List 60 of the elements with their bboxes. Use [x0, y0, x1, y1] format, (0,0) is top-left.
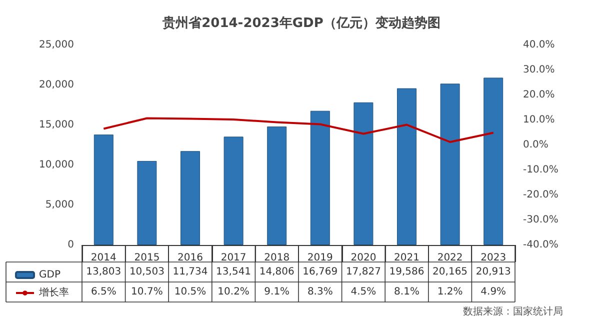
bar [484, 78, 504, 245]
y-tick-label: 15,000 [39, 120, 74, 130]
data-label: 9.1% [264, 286, 290, 298]
y-tick-label: 0 [68, 240, 74, 250]
legend-label: 增长率 [38, 286, 69, 298]
data-label: 17,827 [346, 266, 381, 278]
data-label: 14,806 [259, 266, 294, 278]
y2-tick-label: 0.0% [523, 140, 548, 150]
y2-tick-label: 10.0% [523, 114, 555, 126]
data-label: 10.7% [131, 286, 163, 298]
y2-tick-label: -10.0% [523, 164, 558, 176]
y2-tick-label: -40.0% [523, 240, 558, 250]
bar [94, 134, 114, 245]
bar [310, 110, 330, 245]
y2-tick-label: 20.0% [523, 90, 555, 100]
data-label: 10.5% [174, 286, 206, 298]
bar [397, 88, 416, 245]
data-label: 13,803 [86, 266, 122, 278]
x-tick-label: 2019 [307, 252, 333, 264]
data-label: 4.9% [480, 286, 506, 298]
y2-tick-label: -20.0% [523, 190, 558, 200]
bar [440, 84, 460, 245]
bar [267, 126, 287, 245]
x-tick-label: 2017 [220, 252, 246, 264]
data-label: 13,541 [216, 266, 252, 278]
x-tick-label: 2016 [178, 252, 203, 264]
data-label: 8.1% [394, 286, 420, 298]
data-label: 6.5% [90, 286, 116, 298]
y-tick-label: 10,000 [39, 160, 74, 170]
x-tick-label: 2014 [90, 252, 116, 264]
x-tick-label: 2021 [394, 252, 420, 264]
y2-tick-label: -30.0% [523, 214, 558, 226]
data-label: 10.2% [218, 286, 250, 298]
data-label: 8.3% [307, 286, 333, 298]
data-label: 10,503 [129, 266, 164, 278]
bar [354, 102, 374, 245]
source-note: 数据来源：国家统计局 [463, 306, 563, 318]
line-series [102, 117, 494, 143]
x-tick-label: 2020 [350, 252, 376, 264]
x-tick-label: 2018 [264, 252, 290, 264]
data-label: 1.2% [437, 286, 463, 298]
bar [180, 151, 200, 245]
bar [137, 160, 157, 245]
data-label: 11,734 [172, 266, 208, 278]
data-label: 19,586 [389, 266, 424, 278]
data-label: 4.5% [350, 286, 376, 298]
y-tick-label: 5,000 [45, 200, 74, 210]
y-tick-label: 25,000 [39, 40, 74, 50]
data-label: 20,165 [432, 266, 468, 278]
y2-tick-label: 40.0% [523, 40, 555, 50]
x-tick-label: 2015 [134, 252, 160, 264]
y-tick-label: 20,000 [39, 80, 74, 90]
data-label: 16,769 [302, 266, 338, 278]
legend-label: GDP [39, 270, 60, 280]
chart-title: 贵州省2014-2023年GDP（亿元）变动趋势图 [162, 15, 440, 31]
data-label: 20,913 [476, 266, 511, 278]
x-tick-label: 2023 [480, 252, 506, 264]
y2-tick-label: 30.0% [523, 64, 555, 76]
bar [224, 136, 244, 245]
x-tick-label: 2022 [437, 252, 463, 264]
